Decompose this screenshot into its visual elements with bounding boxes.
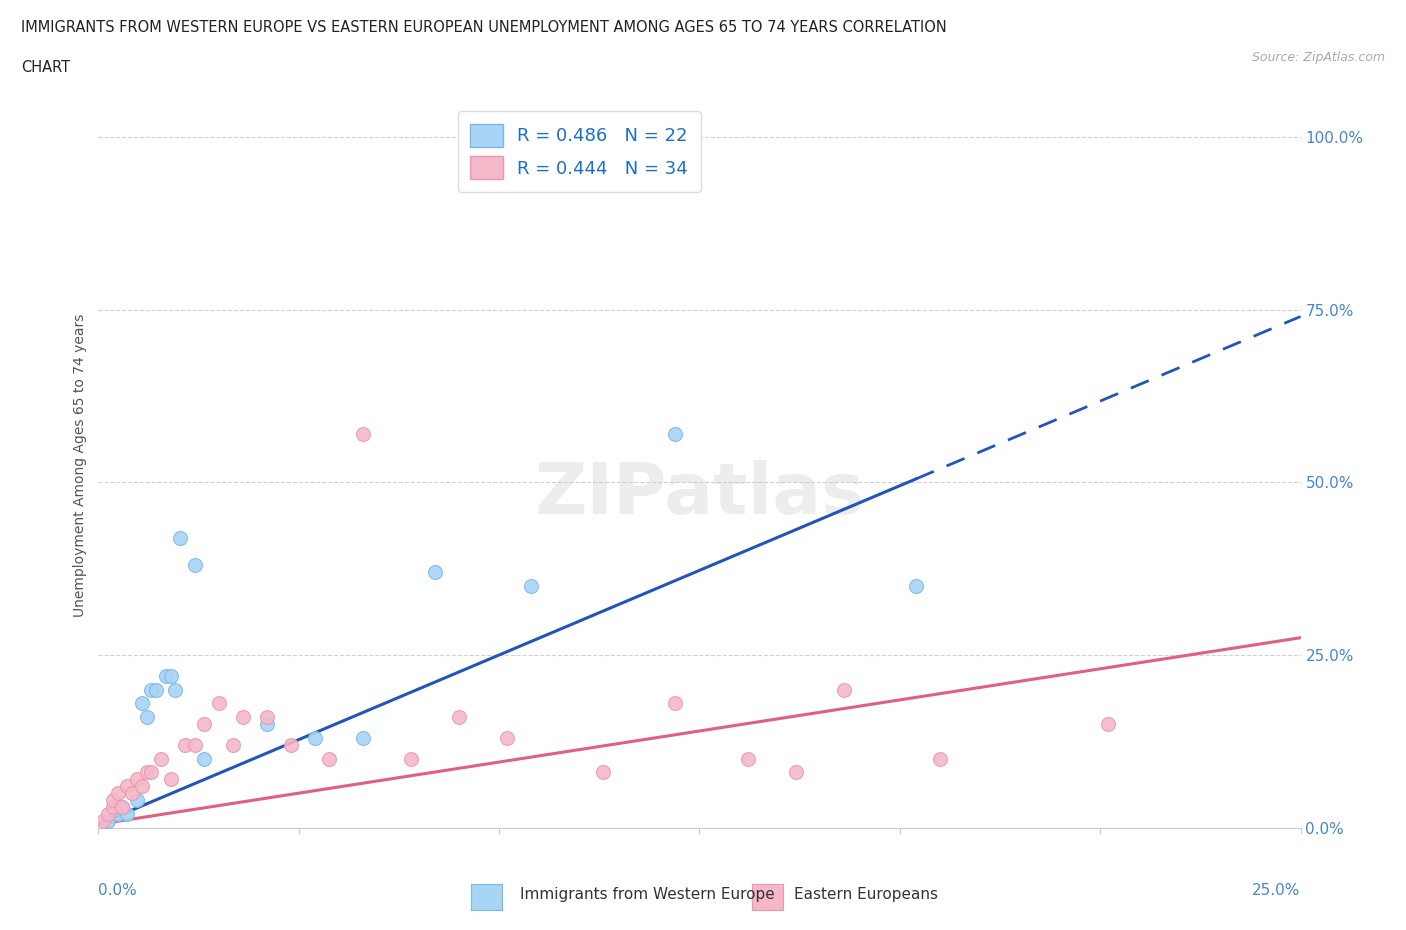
Point <box>149 751 172 766</box>
Text: IMMIGRANTS FROM WESTERN EUROPE VS EASTERN EUROPEAN UNEMPLOYMENT AMONG AGES 65 TO: IMMIGRANTS FROM WESTERN EUROPE VS EASTER… <box>21 20 946 35</box>
Point <box>232 710 254 724</box>
Point <box>520 578 543 593</box>
Point <box>155 669 177 684</box>
Point <box>304 730 326 745</box>
Point <box>423 565 446 579</box>
Point <box>256 710 278 724</box>
Point <box>1097 717 1119 732</box>
Point <box>131 696 153 711</box>
Point <box>111 800 134 815</box>
Point <box>318 751 340 766</box>
Point <box>159 669 181 684</box>
Point <box>97 806 120 821</box>
Point <box>101 792 124 807</box>
Text: 0.0%: 0.0% <box>98 883 138 898</box>
Text: Eastern Europeans: Eastern Europeans <box>794 887 938 902</box>
Point <box>832 682 855 697</box>
Y-axis label: Unemployment Among Ages 65 to 74 years: Unemployment Among Ages 65 to 74 years <box>73 313 87 617</box>
Point <box>101 800 124 815</box>
Point <box>399 751 422 766</box>
Point <box>592 765 614 780</box>
Point <box>131 778 153 793</box>
Point <box>125 772 148 787</box>
Point <box>496 730 519 745</box>
Point <box>91 814 114 829</box>
Point <box>183 737 205 752</box>
Point <box>107 786 129 801</box>
Point <box>121 786 143 801</box>
Text: ZIPatlas: ZIPatlas <box>534 459 865 528</box>
Point <box>165 682 187 697</box>
Point <box>904 578 927 593</box>
Point <box>174 737 197 752</box>
Point <box>664 427 686 442</box>
Point <box>193 751 215 766</box>
Point <box>135 765 157 780</box>
Point <box>222 737 245 752</box>
Point <box>352 427 374 442</box>
Point <box>280 737 302 752</box>
Point <box>785 765 807 780</box>
Text: 25.0%: 25.0% <box>1253 883 1301 898</box>
Point <box>135 710 157 724</box>
Point <box>141 682 163 697</box>
Point <box>107 806 129 821</box>
Text: Immigrants from Western Europe: Immigrants from Western Europe <box>520 887 775 902</box>
Point <box>256 717 278 732</box>
Point <box>159 772 181 787</box>
Point <box>169 530 191 545</box>
Point <box>737 751 759 766</box>
Point <box>183 558 205 573</box>
Point <box>117 806 139 821</box>
Text: CHART: CHART <box>21 60 70 75</box>
Point <box>117 778 139 793</box>
Text: Source: ZipAtlas.com: Source: ZipAtlas.com <box>1251 51 1385 64</box>
Point <box>193 717 215 732</box>
Point <box>664 696 686 711</box>
Legend: R = 0.486   N = 22, R = 0.444   N = 34: R = 0.486 N = 22, R = 0.444 N = 34 <box>458 112 700 192</box>
Point <box>125 792 148 807</box>
Point <box>141 765 163 780</box>
Point <box>97 814 120 829</box>
Point <box>352 730 374 745</box>
Point <box>208 696 231 711</box>
Point <box>145 682 167 697</box>
Point <box>111 800 134 815</box>
Point <box>447 710 470 724</box>
Point <box>928 751 950 766</box>
